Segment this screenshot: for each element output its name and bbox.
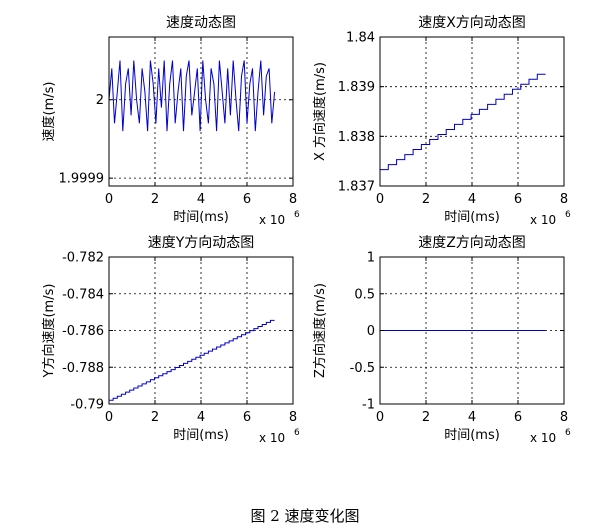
x-tick-label: 4 — [468, 192, 476, 207]
x-axis-label: 时间(ms) — [444, 210, 500, 225]
x-tick-label: 0 — [105, 410, 113, 425]
y-tick-label: -1 — [362, 398, 375, 413]
x-tick-label: 4 — [468, 410, 476, 425]
x-multiplier-exponent: 6 — [565, 210, 571, 220]
y-tick-label: -0.786 — [62, 324, 104, 339]
y-tick-label: 1 — [367, 251, 375, 266]
x-tick-label: 8 — [560, 192, 568, 207]
x-multiplier-exponent: 6 — [294, 210, 300, 220]
y-tick-label: -0.5 — [350, 361, 375, 376]
x-tick-label: 8 — [560, 410, 568, 425]
series-line-1 — [108, 60, 276, 132]
chart-title: 速度Y方向动态图 — [148, 235, 255, 251]
series-line-1 — [380, 73, 546, 171]
x-multiplier-exponent: 6 — [294, 428, 300, 438]
x-tick-label: 4 — [197, 410, 205, 425]
y-tick-label: -0.79 — [70, 398, 104, 413]
x-tick-label: 8 — [289, 192, 297, 207]
y-axis-label: Z方向速度(m/s) — [312, 283, 328, 378]
x-multiplier-label: x 10 — [530, 213, 556, 227]
x-tick-label: 4 — [197, 192, 205, 207]
y-tick-label: 1.84 — [346, 31, 375, 46]
y-tick-label: -0.782 — [62, 251, 104, 266]
y-axis-label: X 方向速度(m/s) — [312, 62, 328, 161]
figure-caption: 图 2 速度变化图 — [250, 507, 359, 525]
y-tick-label: 1.838 — [338, 130, 375, 145]
x-tick-label: 2 — [151, 410, 159, 425]
y-tick-label: 1.839 — [338, 80, 375, 95]
x-multiplier-label: x 10 — [259, 213, 285, 227]
x-tick-label: 8 — [289, 410, 297, 425]
y-tick-label: -0.788 — [62, 361, 104, 376]
x-multiplier-exponent: 6 — [565, 428, 571, 438]
y-axis-label: Y方向速度(m/s) — [41, 284, 57, 379]
x-tick-label: 2 — [422, 192, 430, 207]
x-tick-label: 6 — [243, 192, 251, 207]
y-tick-label: 1.9999 — [59, 172, 105, 187]
y-axis-label: 速度(m/s) — [41, 82, 57, 142]
x-tick-label: 2 — [151, 192, 159, 207]
x-axis-label: 时间(ms) — [173, 428, 229, 443]
x-tick-label: 6 — [243, 410, 251, 425]
plot-area — [380, 37, 564, 186]
x-tick-label: 6 — [514, 410, 522, 425]
x-multiplier-label: x 10 — [530, 431, 556, 445]
subplot-3: 0 2 4 6 8 -0.79 -0.788 -0.786 -0.784 -0.782 速度Y方向动… — [41, 235, 300, 445]
x-multiplier-label: x 10 — [259, 431, 285, 445]
x-tick-label: 0 — [376, 410, 384, 425]
y-tick-label: 1.837 — [338, 180, 375, 195]
x-axis-label: 时间(ms) — [173, 210, 229, 225]
chart-title: 速度Z方向动态图 — [418, 235, 526, 251]
chart-title: 速度动态图 — [166, 15, 236, 31]
x-tick-label: 6 — [514, 192, 522, 207]
chart-title: 速度X方向动态图 — [418, 15, 526, 31]
y-tick-label: -0.784 — [62, 287, 104, 302]
x-axis-label: 时间(ms) — [444, 428, 500, 443]
y-tick-label: 0 — [367, 324, 375, 339]
x-tick-label: 2 — [422, 410, 430, 425]
series-line-1 — [109, 319, 275, 401]
x-tick-label: 0 — [376, 192, 384, 207]
y-tick-label: 2 — [96, 93, 104, 108]
x-tick-label: 0 — [105, 192, 113, 207]
y-tick-label: 0.5 — [354, 287, 375, 302]
